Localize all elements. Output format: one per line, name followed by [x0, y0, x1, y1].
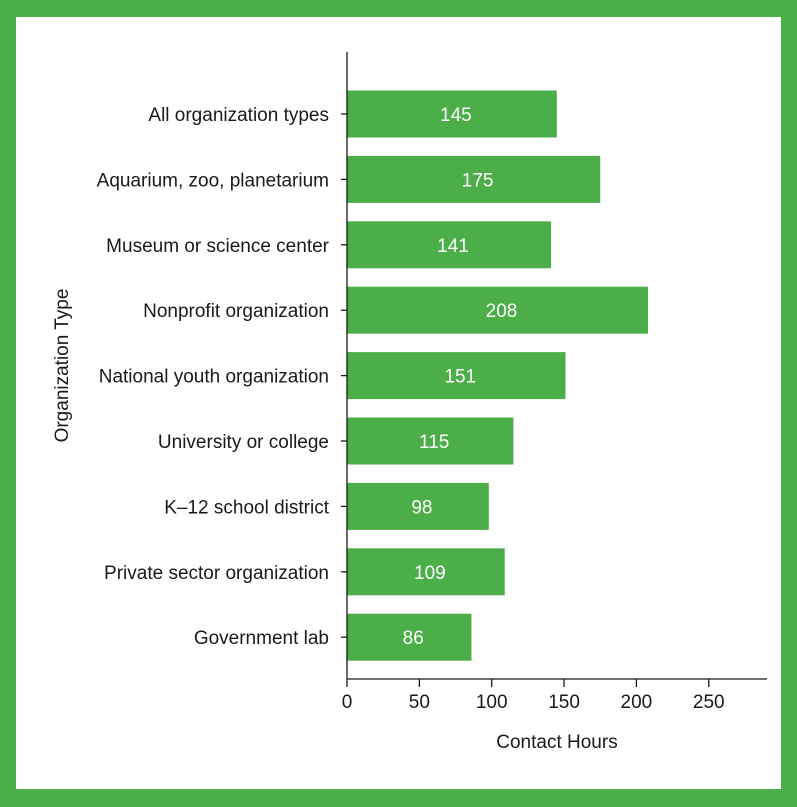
x-ticks-group: 0 50 100 150 200 250 — [342, 679, 725, 713]
bar — [347, 352, 566, 400]
bar — [347, 482, 489, 530]
bar-value-label: 141 — [437, 236, 469, 257]
category-label: Nonprofit organization — [143, 301, 329, 322]
category-label: University or college — [158, 432, 329, 453]
category-label: Private sector organization — [104, 563, 329, 584]
x-tick-label: 50 — [409, 692, 430, 713]
bar-value-label: 208 — [486, 301, 518, 322]
bar-value-label: 145 — [440, 105, 472, 126]
bar-value-label: 151 — [444, 367, 476, 388]
category-label: National youth organization — [99, 367, 329, 388]
category-label: Government lab — [194, 628, 329, 649]
bar — [347, 90, 557, 138]
bar-value-label: 98 — [411, 497, 432, 518]
category-label: K–12 school district — [164, 497, 329, 518]
bar-value-label: 115 — [419, 432, 449, 453]
bar-chart: 145 175 141 208 151 115 98 109 86 All organizati… — [52, 52, 767, 753]
bar — [347, 155, 601, 203]
category-label: All organization types — [148, 105, 329, 126]
x-tick-label: 0 — [342, 692, 353, 713]
x-tick-label: 200 — [621, 692, 653, 713]
bar — [347, 417, 514, 465]
bar — [347, 548, 505, 596]
bar-value-label: 175 — [462, 170, 494, 191]
chart-panel: 145 175 141 208 151 115 98 109 86 All organizati… — [16, 17, 781, 789]
x-tick-label: 150 — [548, 692, 580, 713]
x-tick-label: 250 — [693, 692, 725, 713]
bar — [347, 286, 648, 334]
bars-group: 145 175 141 208 151 115 98 109 86 — [347, 90, 648, 661]
y-axis-title: Organization Type — [52, 289, 73, 443]
bar — [347, 221, 552, 269]
category-label: Museum or science center — [106, 236, 329, 257]
category-labels-group: All organization types Aquarium, zoo, pla… — [97, 105, 330, 649]
x-axis-title: Contact Hours — [496, 732, 617, 753]
bar — [347, 613, 472, 661]
bar-value-label: 109 — [414, 563, 446, 584]
category-label: Aquarium, zoo, planetarium — [97, 170, 329, 191]
x-tick-label: 100 — [476, 692, 508, 713]
bar-value-label: 86 — [403, 628, 424, 649]
axes-group — [341, 52, 767, 680]
